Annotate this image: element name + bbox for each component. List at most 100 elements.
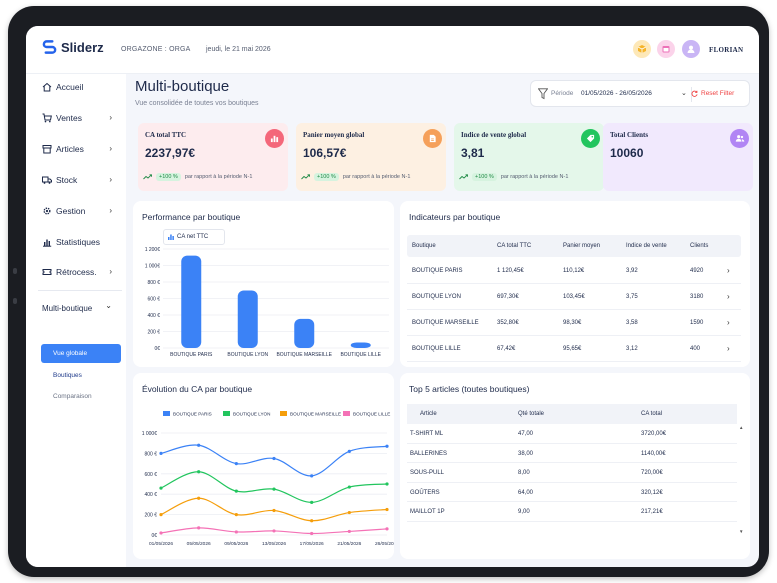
sidebar-subitem-comparaison[interactable]: Comparaison — [53, 393, 92, 400]
sidebar-group-multi-boutique[interactable]: Multi-boutique ⌄ — [42, 300, 112, 316]
column-header[interactable]: Qté totale — [518, 411, 545, 417]
chevron-right-icon[interactable]: › — [727, 318, 730, 327]
top-articles-card: Top 5 articles (toutes boutiques) Articl… — [400, 373, 750, 559]
logo[interactable]: Sliderz — [42, 39, 104, 55]
data-point[interactable] — [310, 531, 314, 536]
organization-label: ORGAZONE : ORGA — [121, 46, 191, 53]
chevron-down-icon[interactable]: ⌄ — [681, 90, 687, 97]
table-cell: 320,12€ — [641, 489, 663, 496]
data-point[interactable] — [347, 510, 351, 515]
data-point[interactable] — [197, 443, 201, 447]
app-screen: Sliderz ORGAZONE : ORGA jeudi, le 21 mai… — [26, 26, 759, 567]
data-point[interactable] — [197, 496, 201, 500]
sidebar-item-gestion[interactable]: Gestion › — [42, 203, 112, 219]
bar[interactable] — [294, 318, 315, 348]
data-point[interactable] — [159, 531, 163, 535]
chevron-right-icon: › — [109, 144, 112, 153]
table-row[interactable]: BOUTIQUE MARSEILLE 352,80€ 98,30€ 3,58 1590 › — [407, 310, 741, 336]
column-header[interactable]: Article — [420, 411, 437, 417]
sidebar-item-stock[interactable]: Stock › — [42, 172, 112, 188]
chevron-right-icon[interactable]: › — [727, 344, 730, 353]
scrollbar[interactable]: ▲ ▼ — [739, 425, 744, 535]
data-point[interactable] — [347, 485, 351, 489]
bar[interactable] — [350, 342, 371, 348]
data-point[interactable] — [385, 444, 389, 448]
table-row[interactable]: T-SHIRT ML 47,00 3720,00€ — [407, 424, 737, 444]
sidebar-item-ventes[interactable]: Ventes › — [42, 110, 112, 126]
data-point[interactable] — [272, 529, 276, 533]
data-point[interactable] — [310, 474, 314, 478]
data-point[interactable] — [234, 530, 238, 534]
user-avatar-icon[interactable] — [682, 40, 700, 58]
data-point[interactable] — [385, 507, 389, 512]
data-point[interactable] — [234, 489, 238, 493]
chart-legend[interactable]: CA net TTC — [163, 229, 225, 245]
data-point[interactable] — [234, 462, 238, 466]
sidebar-item-label: Accueil — [56, 82, 84, 92]
card-title: Évolution du CA par boutique — [142, 384, 253, 394]
column-header[interactable]: Boutique — [412, 243, 436, 249]
table-row[interactable]: BOUTIQUE LYON 697,30€ 103,45€ 3,75 3180 › — [407, 284, 741, 310]
scroll-down-icon[interactable]: ▼ — [739, 529, 744, 534]
sidebar-subitem-vue-globale[interactable]: Vue globale — [41, 344, 121, 363]
page-title: Multi-boutique — [135, 78, 230, 95]
sidebar-item-statistiques[interactable]: Statistiques — [42, 234, 112, 250]
legend-label[interactable]: BOUTIQUE PARIS — [173, 412, 212, 417]
data-point[interactable] — [197, 526, 201, 530]
reset-icon[interactable] — [691, 90, 698, 97]
data-point[interactable] — [347, 529, 351, 534]
x-tick-label: 17/05/2026 — [300, 541, 324, 547]
table-row[interactable]: MAILLOT 1P 9,00 217,21€ — [407, 502, 737, 522]
side-button — [13, 268, 17, 274]
table-row[interactable]: BOUTIQUE LILLE 67,42€ 95,65€ 3,12 400 › — [407, 336, 741, 362]
data-point[interactable] — [159, 451, 163, 455]
scroll-up-icon[interactable]: ▲ — [739, 425, 744, 430]
legend-label[interactable]: BOUTIQUE LILLE — [353, 412, 390, 417]
column-header[interactable]: CA total TTC — [497, 243, 532, 249]
legend-label: CA net TTC — [177, 234, 209, 240]
sidebar-item-retrocess[interactable]: Rétrocess. › — [42, 264, 112, 280]
data-point[interactable] — [272, 487, 276, 491]
period-select[interactable]: 01/05/2026 - 26/05/2026 — [581, 90, 652, 97]
data-point[interactable] — [385, 482, 389, 486]
data-point[interactable] — [234, 513, 238, 517]
user-name[interactable]: FLORIAN — [709, 46, 744, 54]
table-row[interactable]: BOUTIQUE PARIS 1 120,45€ 110,12€ 3,92 4920 › — [407, 258, 741, 284]
table-row[interactable]: SOUS-PULL 8,00 720,00€ — [407, 463, 737, 483]
data-point[interactable] — [347, 449, 351, 453]
table-cell: 103,45€ — [563, 294, 585, 300]
data-point[interactable] — [272, 456, 276, 461]
chevron-right-icon[interactable]: › — [727, 292, 730, 301]
legend-label[interactable]: BOUTIQUE LYON — [233, 412, 270, 417]
chevron-right-icon[interactable]: › — [727, 266, 730, 275]
trend-up-icon — [459, 174, 468, 180]
sidebar-item-articles[interactable]: Articles › — [42, 141, 112, 157]
kpi-badge: +100 % — [156, 173, 181, 181]
data-point[interactable] — [197, 470, 201, 474]
table-row[interactable]: GOÛTERS 64,00 320,12€ — [407, 483, 737, 502]
bar[interactable] — [181, 255, 202, 348]
sidebar-subitem-boutiques[interactable]: Boutiques — [53, 372, 82, 379]
data-point[interactable] — [159, 486, 163, 490]
cube-icon[interactable] — [633, 40, 651, 58]
column-header[interactable]: Panier moyen — [563, 243, 601, 249]
table-row[interactable]: BALLERINES 38,00 1140,00€ — [407, 444, 737, 463]
data-point[interactable] — [159, 513, 163, 517]
x-tick-label: 05/05/2026 — [187, 541, 211, 547]
legend-label[interactable]: BOUTIQUE MARSEILLE — [290, 412, 341, 417]
column-header[interactable]: Clients — [690, 243, 709, 249]
data-point[interactable] — [385, 527, 389, 531]
column-header[interactable]: CA total — [641, 411, 663, 417]
data-point[interactable] — [310, 500, 314, 504]
kpi-title: Indice de vente global — [461, 131, 527, 139]
data-point[interactable] — [310, 519, 314, 523]
calendar-icon[interactable] — [657, 40, 675, 58]
document-icon — [423, 129, 442, 148]
data-point[interactable] — [272, 508, 276, 513]
sidebar-item-accueil[interactable]: Accueil — [42, 79, 112, 95]
performance-card: Performance par boutique CA net TTC 0€ 20… — [133, 201, 394, 367]
reset-filter-button[interactable]: Reset Filter — [701, 90, 735, 97]
column-header[interactable]: Indice de vente — [626, 243, 667, 249]
bar[interactable] — [237, 290, 258, 348]
sidebar-item-label: Articles — [56, 144, 84, 154]
